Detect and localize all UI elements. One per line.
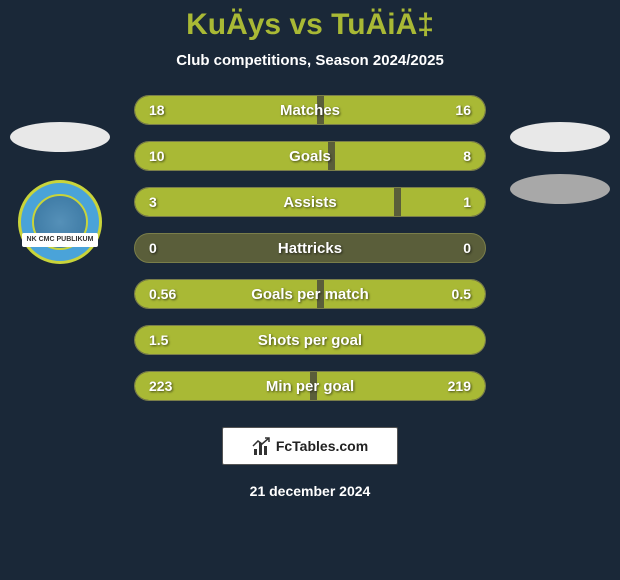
stat-label: Shots per goal [135, 332, 485, 349]
site-badge[interactable]: FcTables.com [222, 427, 398, 465]
stat-label: Goals per match [135, 286, 485, 303]
stat-label: Goals [135, 148, 485, 165]
stat-label: Matches [135, 102, 485, 119]
page-title: KuÄys vs TuÄiÄ‡ [186, 8, 434, 42]
site-badge-label: FcTables.com [276, 438, 368, 454]
date-label: 21 december 2024 [250, 483, 371, 499]
player-left-placeholder [10, 122, 110, 152]
stats-list: 18Matches1610Goals83Assists10Hattricks00… [134, 95, 486, 401]
comparison-card: KuÄys vs TuÄiÄ‡ Club competitions, Seaso… [0, 0, 620, 580]
stat-label: Assists [135, 194, 485, 211]
stat-label: Hattricks [135, 240, 485, 257]
stat-row: 223Min per goal219 [134, 371, 486, 401]
stat-value-right: 219 [448, 378, 471, 394]
stat-value-right: 0 [463, 240, 471, 256]
player-right-placeholder-2 [510, 174, 610, 204]
stat-value-right: 0.5 [452, 286, 471, 302]
stat-row: 1.5Shots per goal [134, 325, 486, 355]
stat-row: 3Assists1 [134, 187, 486, 217]
stat-value-right: 16 [455, 102, 471, 118]
team-badge-banner: NK CMC PUBLIKUM [22, 233, 98, 247]
chart-icon [252, 437, 270, 455]
stat-row: 0Hattricks0 [134, 233, 486, 263]
stat-row: 18Matches16 [134, 95, 486, 125]
page-subtitle: Club competitions, Season 2024/2025 [176, 52, 444, 69]
stat-value-right: 8 [463, 148, 471, 164]
stat-row: 10Goals8 [134, 141, 486, 171]
player-right-placeholder-1 [510, 122, 610, 152]
stat-row: 0.56Goals per match0.5 [134, 279, 486, 309]
stat-value-right: 1 [463, 194, 471, 210]
team-badge: NK CMC PUBLIKUM [18, 180, 102, 264]
stat-label: Min per goal [135, 378, 485, 395]
